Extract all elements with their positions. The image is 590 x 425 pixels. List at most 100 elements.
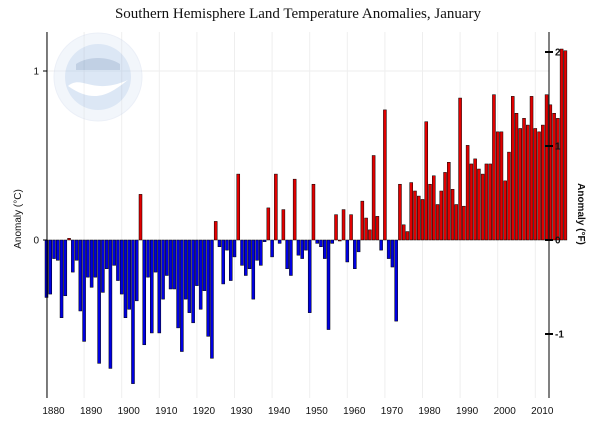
x-tick-label: 1910	[155, 406, 178, 417]
bar-1909	[153, 239, 158, 273]
bar-1979	[416, 195, 421, 241]
y-tick-label-right: 0	[555, 236, 561, 247]
bar-1999	[492, 94, 496, 241]
bar-2008	[526, 124, 530, 241]
bar-2011	[537, 131, 541, 241]
x-tick-label: 1950	[306, 406, 329, 417]
bar-1917	[183, 239, 188, 300]
bar-1920	[195, 239, 199, 286]
bar-1894	[97, 239, 101, 364]
y-tick-label-right: 2	[555, 48, 561, 59]
bar-1915	[176, 239, 180, 329]
bar-1947	[296, 239, 301, 256]
x-tick-label: 2010	[531, 406, 554, 417]
bar-1965	[364, 217, 368, 241]
y-tick-label-right: 1	[555, 142, 561, 153]
bar-1982	[428, 183, 432, 241]
bar-1919	[191, 239, 195, 324]
bar-1952	[315, 239, 319, 244]
bar-1956	[330, 239, 335, 244]
x-tick-label: 1900	[118, 406, 141, 417]
bar-1969	[379, 239, 383, 251]
bar-1946	[292, 178, 297, 241]
bar-1966	[368, 229, 372, 241]
x-tick-label: 1970	[381, 406, 404, 417]
bar-2004	[510, 96, 515, 241]
bar-1901	[123, 239, 128, 318]
x-tick-label: 1930	[230, 406, 253, 417]
bar-1881	[48, 239, 53, 295]
bar-1976	[405, 231, 410, 241]
bar-1934	[247, 239, 252, 269]
bar-1995	[477, 168, 481, 241]
bar-1944	[285, 239, 289, 269]
y-tick-label-left: 0	[33, 236, 39, 247]
y-axis-label-right: Anomaly (°F)	[575, 183, 586, 245]
bar-1971	[386, 239, 391, 259]
bar-1888	[74, 239, 79, 261]
bar-1903	[131, 239, 135, 384]
bar-1939	[266, 207, 271, 241]
bar-1974	[398, 183, 402, 241]
bar-1964	[360, 200, 365, 241]
bar-1886	[67, 238, 71, 241]
bar-1958	[338, 239, 342, 242]
bar-1918	[187, 239, 192, 313]
bar-1923	[206, 239, 210, 337]
bar-1906	[142, 239, 147, 346]
bar-2010	[533, 128, 538, 241]
bar-1907	[146, 239, 150, 278]
bar-1968	[375, 216, 380, 241]
bar-1930	[232, 239, 237, 258]
bar-1985	[439, 190, 444, 241]
bar-2005	[514, 113, 519, 241]
bar-1897	[108, 239, 113, 369]
bar-1960	[345, 239, 350, 263]
bar-1914	[172, 239, 177, 290]
bar-2001	[499, 131, 504, 241]
bar-1913	[168, 239, 173, 290]
bar-1954	[322, 239, 327, 259]
bar-1992	[465, 145, 470, 241]
bar-1916	[180, 239, 184, 352]
y-tick-label-left: 1	[33, 67, 39, 78]
bar-1963	[356, 239, 361, 253]
bar-2006	[518, 128, 523, 241]
bar-1994	[473, 158, 477, 241]
bar-1941	[274, 173, 278, 241]
y-axis-label-left: Anomaly (°C)	[13, 189, 24, 249]
bar-1885	[63, 239, 68, 297]
bar-1898	[112, 239, 116, 266]
bar-1902	[127, 239, 131, 310]
bar-1950	[307, 239, 312, 313]
chart-title: Southern Hemisphere Land Temperature Ano…	[115, 6, 482, 22]
bar-1993	[469, 163, 474, 241]
bar-1938	[262, 239, 267, 242]
bar-1911	[161, 239, 165, 300]
bar-2009	[529, 96, 534, 241]
bar-1887	[71, 239, 75, 273]
bar-1973	[394, 239, 398, 322]
bar-1998	[488, 163, 492, 241]
bars	[44, 48, 568, 384]
bar-1948	[300, 239, 304, 259]
axes: 0 1 -1 0 1 2 1880 1890 1900 1910 1920 1930 1940 1950 1…	[33, 32, 564, 417]
bar-2013	[544, 94, 549, 241]
bar-1937	[259, 239, 263, 266]
bar-1983	[432, 175, 436, 241]
bar-2015	[552, 113, 556, 241]
x-tick-label: 2000	[494, 406, 517, 417]
bar-1942	[277, 239, 282, 244]
bar-1929	[228, 239, 233, 281]
bar-1924	[210, 239, 214, 359]
bar-1936	[255, 239, 259, 261]
bar-1933	[244, 239, 248, 276]
bar-1988	[450, 189, 455, 241]
bar-1978	[413, 190, 417, 241]
bar-2012	[541, 124, 545, 241]
y-tick-label-right: -1	[555, 330, 564, 341]
bar-1962	[353, 239, 357, 269]
bar-1925	[213, 221, 218, 241]
bar-1882	[52, 239, 56, 259]
